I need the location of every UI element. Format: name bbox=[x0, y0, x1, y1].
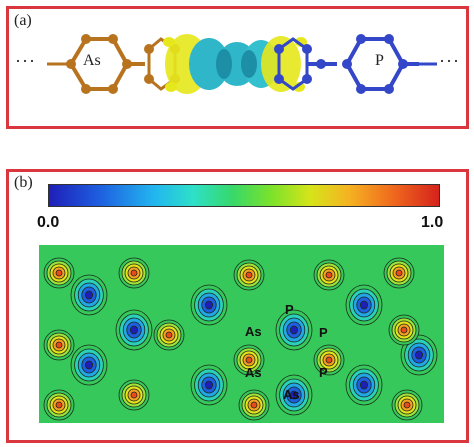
atom-labels: P As P As P As bbox=[245, 302, 328, 402]
contour-high-region bbox=[400, 326, 408, 334]
atom-label: As bbox=[245, 365, 262, 380]
contour-low-region bbox=[359, 380, 368, 390]
as-p-heterostructure-illustration bbox=[47, 34, 437, 94]
atom-label: As bbox=[245, 324, 262, 339]
contour-high-region bbox=[395, 269, 403, 277]
p-atoms bbox=[274, 34, 408, 94]
left-ellipsis: ··· bbox=[15, 51, 36, 71]
contour-low-region bbox=[85, 360, 94, 370]
contour-high-region bbox=[325, 356, 333, 364]
contour-high-region bbox=[55, 401, 63, 409]
p-ring-label: P bbox=[375, 52, 384, 69]
contour-high-region bbox=[325, 271, 333, 279]
atom-label: As bbox=[283, 387, 300, 402]
charge-isosurface bbox=[163, 34, 307, 94]
panel-a: (a) ··· ··· bbox=[6, 6, 469, 129]
contour-low-region bbox=[204, 380, 213, 390]
contour-high-region bbox=[130, 391, 138, 399]
contour-high-region bbox=[403, 401, 411, 409]
atom-label: P bbox=[285, 302, 294, 317]
contour-high-region bbox=[250, 401, 258, 409]
colorbar-min-label: 0.0 bbox=[37, 214, 60, 231]
right-ellipsis: ··· bbox=[439, 51, 460, 71]
contour-low-region bbox=[85, 290, 94, 300]
contour-svg: P As P As P As bbox=[39, 245, 444, 423]
as-ring-label: As bbox=[83, 52, 101, 69]
contour-high-region bbox=[245, 356, 253, 364]
contour-low-region bbox=[130, 325, 139, 335]
contour-low-region bbox=[289, 390, 298, 400]
contour-blobs bbox=[43, 257, 438, 421]
atom-label: P bbox=[319, 365, 328, 380]
contour-low-region bbox=[359, 300, 368, 310]
atom-label: P bbox=[319, 325, 328, 340]
contour-high-region bbox=[165, 331, 173, 339]
contour-low-region bbox=[204, 300, 213, 310]
panel-a-label: (a) bbox=[14, 12, 32, 29]
panel-b: (b) 0.0 1.0 P As P As P As bbox=[6, 169, 469, 443]
contour-high-region bbox=[245, 271, 253, 279]
contour-high-region bbox=[55, 269, 63, 277]
colorbar bbox=[48, 184, 440, 207]
contour-high-region bbox=[55, 341, 63, 349]
contour-low-region bbox=[414, 350, 423, 360]
elf-contour-map: P As P As P As bbox=[39, 245, 444, 423]
contour-high-region bbox=[130, 269, 138, 277]
contour-low-region bbox=[289, 325, 298, 335]
colorbar-max-label: 1.0 bbox=[421, 214, 444, 231]
panel-b-label: (b) bbox=[14, 174, 33, 191]
